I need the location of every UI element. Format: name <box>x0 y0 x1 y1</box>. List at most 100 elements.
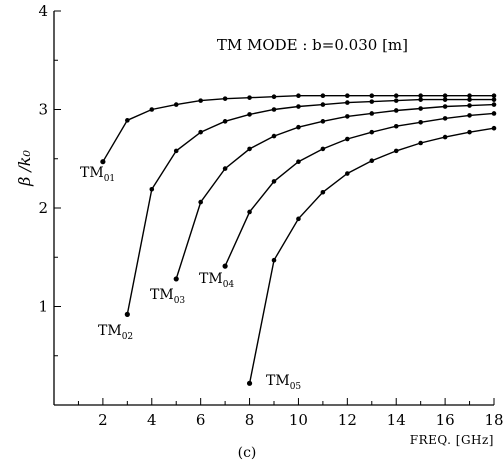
data-point <box>418 120 423 125</box>
data-point <box>149 107 155 112</box>
data-point <box>369 129 375 135</box>
data-point <box>296 159 301 165</box>
series-line <box>248 127 495 384</box>
data-point <box>247 95 252 100</box>
data-point <box>393 98 399 103</box>
data-point <box>173 276 179 282</box>
data-point <box>271 107 277 112</box>
data-point <box>393 148 399 154</box>
data-point <box>247 146 252 152</box>
data-point <box>345 93 350 99</box>
data-point <box>491 93 497 99</box>
data-point <box>198 98 203 103</box>
y-tick-label: 1 <box>38 298 48 316</box>
data-point <box>296 93 301 99</box>
series-label-tm04: TM04 <box>199 271 234 290</box>
series-label-subscript: 01 <box>104 174 115 184</box>
y-tick-label: 2 <box>38 199 48 217</box>
data-point <box>271 179 277 184</box>
data-point <box>418 140 423 146</box>
series-label-main: TM <box>199 271 223 287</box>
series-label-tm05: TM05 <box>266 373 301 392</box>
panel-label: (c) <box>238 445 257 461</box>
data-point <box>442 116 448 121</box>
data-point <box>467 113 472 118</box>
series-layer <box>100 93 497 386</box>
data-point <box>369 99 375 104</box>
data-point <box>173 148 179 154</box>
data-point <box>393 123 399 129</box>
data-point <box>320 189 326 195</box>
data-point <box>491 97 497 102</box>
data-point <box>467 97 472 102</box>
data-point <box>246 380 253 386</box>
data-point <box>442 104 448 109</box>
series-label-main: TM <box>266 373 290 389</box>
data-point <box>222 166 228 171</box>
data-point <box>198 129 203 135</box>
data-point <box>222 263 228 269</box>
data-point <box>296 216 301 222</box>
data-point <box>247 209 252 215</box>
data-point <box>467 93 472 99</box>
data-point <box>393 108 399 113</box>
x-tick-label: 16 <box>436 411 455 429</box>
data-point <box>345 114 350 119</box>
data-point <box>491 102 497 107</box>
series-tm05 <box>246 125 497 386</box>
data-point <box>369 158 375 164</box>
series-line <box>224 112 495 267</box>
series-label-subscript: 02 <box>122 332 133 342</box>
x-tick-label: 14 <box>387 411 406 429</box>
data-point <box>369 111 375 116</box>
data-point <box>442 134 448 140</box>
data-point <box>198 199 203 205</box>
data-point <box>345 100 350 105</box>
series-tm04 <box>222 111 497 269</box>
series-tm02 <box>124 97 497 317</box>
x-tick-label: 12 <box>338 411 357 429</box>
data-point <box>418 93 423 99</box>
series-label-subscript: 04 <box>223 280 235 290</box>
series-tm03 <box>173 102 497 282</box>
data-point <box>247 112 252 117</box>
series-label-main: TM <box>80 165 104 181</box>
data-point <box>296 104 301 109</box>
x-tick-label: 18 <box>484 411 503 429</box>
data-point <box>345 171 350 176</box>
data-point <box>271 133 277 139</box>
data-point <box>124 311 130 317</box>
series-label-tm02: TM02 <box>98 323 133 342</box>
data-point <box>100 159 106 165</box>
data-point <box>296 124 301 130</box>
series-line <box>126 98 494 315</box>
data-point <box>467 129 472 135</box>
x-tick-label: 4 <box>147 411 157 429</box>
data-point <box>442 97 448 102</box>
x-axis-label: FREQ. [GHz] <box>410 433 494 447</box>
data-point <box>418 106 423 111</box>
data-point <box>345 136 350 142</box>
series-tm01 <box>100 93 497 165</box>
data-point <box>442 93 448 99</box>
x-tick-label: 8 <box>245 411 255 429</box>
series-line <box>175 103 495 280</box>
data-point <box>173 102 179 107</box>
data-point <box>149 186 155 192</box>
data-point <box>320 146 326 152</box>
data-point <box>320 102 326 107</box>
series-label-tm01: TM01 <box>80 165 115 184</box>
data-point <box>320 119 326 124</box>
data-point <box>491 125 497 131</box>
data-point <box>222 119 228 124</box>
data-point <box>418 97 423 102</box>
series-label-main: TM <box>98 323 122 339</box>
series-label-subscript: 05 <box>290 382 302 392</box>
x-tick-label: 2 <box>98 411 108 429</box>
data-point <box>369 93 375 99</box>
series-label-tm03: TM03 <box>150 287 185 306</box>
data-point <box>491 111 497 116</box>
